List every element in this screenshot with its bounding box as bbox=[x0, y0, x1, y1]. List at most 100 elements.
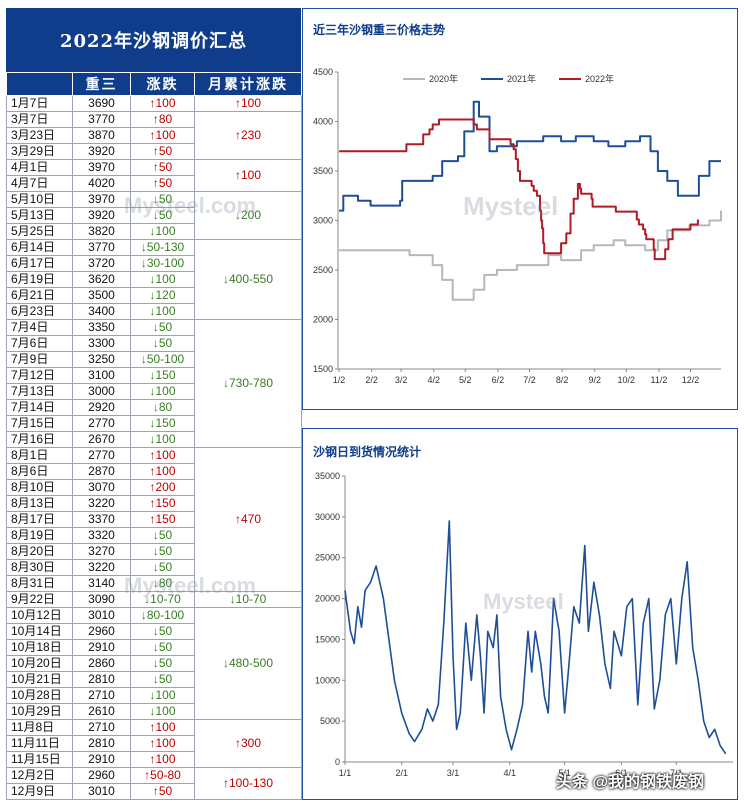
date-cell: 9月22日 bbox=[6, 591, 73, 608]
monthly-cumulative-cell: ↓730-780 bbox=[194, 319, 302, 448]
arrow-down-icon: ↓ bbox=[152, 624, 159, 638]
change-value: 150 bbox=[155, 368, 176, 382]
x-tick-label: 9/2 bbox=[588, 375, 601, 385]
change-cell: ↓50 bbox=[130, 207, 195, 224]
change-value: 150 bbox=[155, 496, 176, 510]
table-title: 2022年沙钢调价汇总 bbox=[6, 8, 301, 72]
daily-arrival-chart-panel: 沙钢日到货情况统计 0 5000 10000 15000 20000 25000 30000… bbox=[302, 428, 738, 800]
y-tick-label: 2500 bbox=[313, 265, 333, 275]
date-cell: 10月28日 bbox=[6, 687, 73, 704]
table-row: 5月10日 3970 ↓50 ↓200 bbox=[6, 191, 302, 240]
arrow-up-icon: ↑ bbox=[152, 176, 159, 190]
date-cell: 8月20日 bbox=[6, 543, 73, 560]
x-tick-label: 1/2 bbox=[333, 375, 346, 385]
table-row: 3月7日 3770 ↑80 ↑230 bbox=[6, 111, 302, 160]
arrow-up-icon: ↑ bbox=[149, 720, 156, 734]
date-cell: 12月2日 bbox=[6, 767, 73, 784]
table-row: 5月13日 3920 ↓50 bbox=[6, 207, 302, 224]
monthly-value: 100-130 bbox=[228, 776, 274, 790]
arrow-up-icon: ↑ bbox=[149, 448, 156, 462]
change-cell: ↓100 bbox=[130, 383, 195, 400]
date-cell: 11月11日 bbox=[6, 735, 73, 752]
x-tick-label: 5/2 bbox=[459, 375, 472, 385]
y-tick-label: 5000 bbox=[320, 716, 340, 726]
price-cell: 3250 bbox=[72, 351, 131, 368]
x-tick-label: 7/1 bbox=[670, 768, 683, 778]
x-tick-label: 4/1 bbox=[503, 768, 516, 778]
arrow-down-icon: ↓ bbox=[140, 352, 147, 366]
table-row: 7月13日 3000 ↓100 bbox=[6, 383, 302, 400]
change-cell: ↑100 bbox=[130, 735, 195, 752]
price-cell: 2610 bbox=[72, 703, 131, 720]
change-value: 50 bbox=[158, 656, 173, 670]
price-cell: 3140 bbox=[72, 575, 131, 592]
x-tick-label: 7/2 bbox=[523, 375, 536, 385]
table-row: 10月12日 3010 ↓80-100 ↓480-500 bbox=[6, 607, 302, 720]
date-cell: 11月15日 bbox=[6, 751, 73, 768]
table-row: 9月22日 3090 ↓10-70 ↓10-70 bbox=[6, 591, 302, 608]
table-row: 7月4日 3350 ↓50 ↓730-780 bbox=[6, 319, 302, 448]
table-row: 10月28日 2710 ↓100 bbox=[6, 687, 302, 704]
change-cell: ↓50 bbox=[130, 191, 195, 208]
date-cell: 7月12日 bbox=[6, 367, 73, 384]
date-cell: 5月13日 bbox=[6, 207, 73, 224]
price-cell: 2870 bbox=[72, 463, 131, 480]
table-row: 11月11日 2810 ↑100 bbox=[6, 735, 302, 752]
price-cell: 2670 bbox=[72, 431, 131, 448]
change-value: 50 bbox=[158, 784, 173, 798]
change-cell: ↑50 bbox=[130, 783, 195, 800]
arrow-up-icon: ↑ bbox=[222, 776, 229, 790]
monthly-value: 200 bbox=[240, 208, 262, 222]
price-cell: 3400 bbox=[72, 303, 131, 320]
table-row: 8月31日 3140 ↓80 bbox=[6, 575, 302, 592]
change-value: 80 bbox=[158, 112, 173, 126]
date-cell: 8月1日 bbox=[6, 447, 73, 464]
arrow-up-icon: ↑ bbox=[152, 784, 159, 798]
x-tick-label: 6/1 bbox=[615, 768, 628, 778]
x-tick-label: 8/2 bbox=[556, 375, 569, 385]
arrow-down-icon: ↓ bbox=[152, 320, 159, 334]
change-value: 50 bbox=[158, 144, 173, 158]
arrow-down-icon: ↓ bbox=[152, 400, 159, 414]
y-tick-label: 4000 bbox=[313, 117, 333, 127]
change-cell: ↓50 bbox=[130, 335, 195, 352]
x-tick-label: 3/1 bbox=[447, 768, 460, 778]
arrow-up-icon: ↑ bbox=[149, 496, 156, 510]
price-cell: 2910 bbox=[72, 751, 131, 768]
arrow-up-icon: ↑ bbox=[152, 144, 159, 158]
change-cell: ↓80 bbox=[130, 575, 195, 592]
monthly-cumulative-cell: ↓10-70 bbox=[194, 591, 302, 608]
change-value: 150 bbox=[155, 512, 176, 526]
table-row: 8月6日 2870 ↑100 bbox=[6, 463, 302, 480]
change-cell: ↑80 bbox=[130, 111, 195, 128]
table-row: 8月17日 3370 ↑150 bbox=[6, 511, 302, 528]
date-cell: 11月8日 bbox=[6, 719, 73, 736]
change-cell: ↓10-70 bbox=[130, 591, 195, 608]
change-cell: ↑100 bbox=[130, 751, 195, 768]
price-cell: 2960 bbox=[72, 767, 131, 784]
arrow-up-icon: ↑ bbox=[152, 160, 159, 174]
change-cell: ↓50 bbox=[130, 319, 195, 336]
series-line-2020年 bbox=[339, 210, 722, 301]
arrow-down-icon: ↓ bbox=[222, 272, 229, 286]
monthly-cumulative-cell: ↑300 bbox=[194, 719, 302, 768]
arrow-down-icon: ↓ bbox=[149, 432, 156, 446]
chart-title: 近三年沙钢重三价格走势 bbox=[313, 23, 446, 37]
monthly-value: 300 bbox=[240, 736, 262, 750]
change-value: 50-80 bbox=[150, 768, 181, 782]
change-value: 100 bbox=[155, 384, 176, 398]
change-value: 100 bbox=[155, 272, 176, 286]
change-value: 100 bbox=[155, 752, 176, 766]
table-row: 6月14日 3770 ↓50-130 ↓400-550 bbox=[6, 239, 302, 320]
change-value: 50 bbox=[158, 320, 173, 334]
price-adjustment-summary: 2022年沙钢调价汇总 重三 涨跌 月累计涨跌 1月7日 3690 ↑100 ↑100… bbox=[6, 8, 302, 800]
price-cell: 3770 bbox=[72, 239, 131, 256]
change-cell: ↓100 bbox=[130, 687, 195, 704]
price-cell: 3000 bbox=[72, 383, 131, 400]
price-cell: 3970 bbox=[72, 191, 131, 208]
series-line-2022年 bbox=[339, 118, 699, 261]
change-value: 50-100 bbox=[146, 352, 185, 366]
date-cell: 10月29日 bbox=[6, 703, 73, 720]
change-value: 100 bbox=[155, 448, 176, 462]
price-cell: 3690 bbox=[72, 95, 131, 112]
